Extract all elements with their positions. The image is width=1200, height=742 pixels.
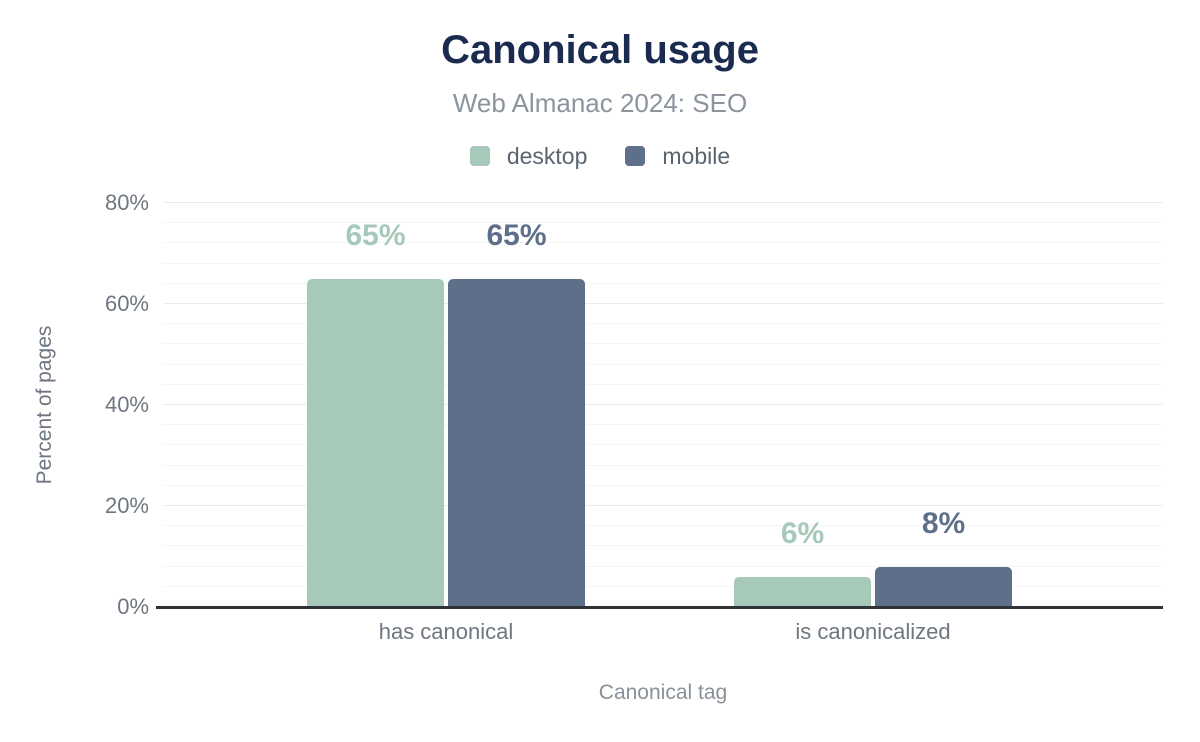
chart-subtitle: Web Almanac 2024: SEO bbox=[452, 88, 748, 118]
x-axis-line bbox=[156, 606, 1163, 609]
gridline bbox=[163, 444, 1163, 446]
gridline bbox=[163, 585, 1163, 587]
legend: desktop mobile bbox=[0, 142, 1200, 170]
legend-swatch-mobile bbox=[625, 146, 646, 166]
value-label-mobile-has-canonical: 65% bbox=[486, 218, 547, 252]
gridline bbox=[163, 343, 1163, 345]
gridline bbox=[163, 222, 1163, 224]
legend-item-mobile[interactable]: mobile bbox=[625, 143, 730, 170]
value-label-desktop-has-canonical: 65% bbox=[345, 218, 406, 252]
bar-desktop-has-canonical[interactable] bbox=[307, 278, 444, 607]
gridline bbox=[163, 565, 1163, 567]
gridline bbox=[163, 464, 1163, 466]
gridline bbox=[163, 323, 1163, 325]
y-tick-label: 0% bbox=[117, 594, 149, 619]
value-label-desktop-is-canonicalized: 6% bbox=[780, 516, 825, 550]
gridline bbox=[163, 525, 1163, 527]
chart-title: Canonical usage bbox=[441, 28, 759, 72]
gridline bbox=[163, 404, 1163, 405]
gridline bbox=[163, 363, 1163, 365]
y-tick-label: 40% bbox=[104, 392, 149, 417]
bar-mobile-has-canonical[interactable] bbox=[448, 278, 585, 607]
bar-desktop-is-canonicalized[interactable] bbox=[734, 576, 871, 607]
gridline bbox=[163, 383, 1163, 385]
bar-mobile-is-canonicalized[interactable] bbox=[875, 566, 1012, 607]
x-category-label-is-canonicalized: is canonicalized bbox=[795, 619, 951, 644]
gridline bbox=[163, 505, 1163, 506]
x-axis-title: Canonical tag bbox=[598, 681, 728, 704]
gridline bbox=[163, 202, 1163, 203]
legend-label-mobile: mobile bbox=[662, 142, 731, 169]
legend-label-desktop: desktop bbox=[506, 142, 588, 169]
gridline bbox=[163, 545, 1163, 547]
y-axis-title: Percent of pages bbox=[33, 325, 56, 485]
value-label-mobile-is-canonicalized: 8% bbox=[921, 506, 966, 540]
x-category-label-has-canonical: has canonical bbox=[378, 619, 514, 644]
gridline bbox=[163, 242, 1163, 244]
legend-item-desktop[interactable]: desktop bbox=[469, 142, 588, 170]
gridline bbox=[163, 484, 1163, 486]
gridline bbox=[163, 282, 1163, 284]
legend-swatch-desktop bbox=[469, 146, 490, 166]
gridline bbox=[163, 424, 1163, 426]
gridline bbox=[163, 262, 1163, 264]
y-tick-label: 20% bbox=[104, 493, 149, 518]
y-tick-label: 80% bbox=[104, 190, 149, 215]
plot-area: 0% 20% 40% 60% 80% 65% 6% 65% 8% has canonical is … bbox=[105, 191, 1163, 644]
gridline bbox=[163, 303, 1163, 304]
y-tick-label: 60% bbox=[104, 291, 149, 316]
